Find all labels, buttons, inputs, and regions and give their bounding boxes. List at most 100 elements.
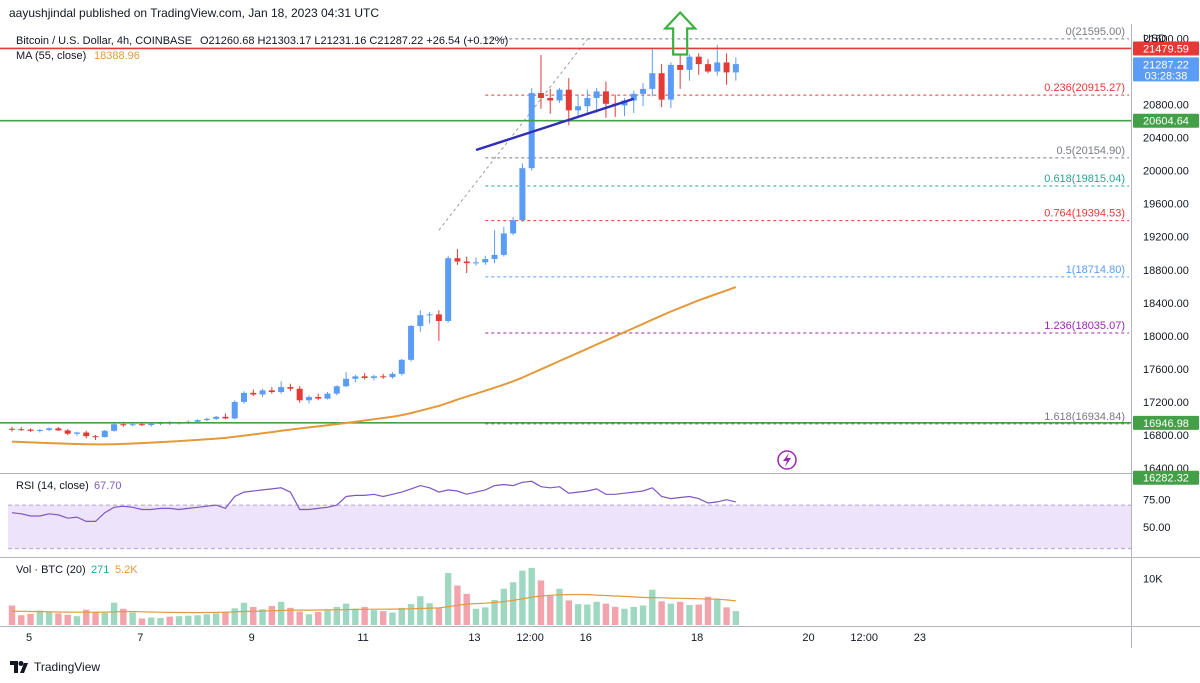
candle-body: [565, 89, 572, 111]
candle-body: [55, 428, 62, 431]
volume-bar: [519, 570, 526, 625]
candle-body: [129, 424, 136, 426]
lightning-icon[interactable]: [777, 450, 797, 470]
volume-bar: [723, 607, 730, 625]
time-tick-label: 9: [249, 632, 255, 644]
candle-body: [36, 430, 43, 432]
volume-bar: [194, 615, 201, 625]
volume-bar: [639, 605, 647, 625]
publisher-line: aayushjindal published on TradingView.co…: [9, 6, 380, 20]
candle-body: [537, 93, 544, 98]
volume-bar: [574, 604, 582, 625]
volume-bar: [621, 608, 628, 625]
candle-body: [46, 428, 53, 431]
volume-bar: [491, 599, 498, 625]
fib-level-label: 0(21595.00): [1066, 26, 1125, 38]
price-badge-label: 21287.22: [1143, 59, 1189, 71]
tradingview-logo-icon: [10, 661, 28, 673]
volume-bar: [185, 615, 192, 625]
candle-body: [640, 88, 647, 94]
volume-bar: [676, 601, 684, 625]
candle-body: [677, 64, 684, 70]
volume-bar: [370, 610, 378, 625]
candle-body: [222, 416, 229, 419]
price-tick-label: 20400.00: [1143, 133, 1189, 145]
time-tick-label: 20: [802, 632, 814, 644]
volume-bar: [231, 608, 238, 625]
volume-bar: [55, 613, 62, 625]
price-badge: [1133, 57, 1199, 82]
fib-level-label: 1.618(16934.84): [1044, 411, 1125, 423]
candle-body: [630, 93, 637, 101]
volume-bar: [120, 608, 127, 625]
candle-body: [278, 387, 285, 393]
candle-body: [482, 259, 489, 263]
breakout-arrow: [662, 10, 698, 56]
fib-level-label: 0.5(20154.90): [1057, 145, 1126, 157]
volume-ma-line: [11, 593, 736, 614]
ascending-trendline: [475, 97, 635, 152]
candle-body: [370, 376, 377, 378]
volume-bar: [305, 614, 313, 625]
price-tick-label: 18000.00: [1143, 331, 1189, 343]
fib-level-label: 0.236(20915.27): [1044, 82, 1125, 94]
ma-55-line: [11, 286, 737, 446]
candle-body: [343, 378, 350, 387]
volume-bar: [8, 605, 16, 625]
volume-bar: [658, 601, 665, 625]
volume-bar: [380, 611, 387, 625]
price-badge-label: 16282.32: [1143, 473, 1189, 485]
volume-bar: [45, 612, 53, 625]
volume-bar: [472, 608, 480, 625]
candle-body: [250, 392, 257, 395]
price-tick-label: 18400.00: [1143, 298, 1189, 310]
candle-body: [101, 430, 108, 438]
ma-value: 18388.96: [94, 50, 140, 62]
candle-body: [213, 416, 220, 419]
candle-body: [519, 168, 526, 221]
candle-body: [593, 91, 600, 98]
fib-level-label: 0.618(19815.04): [1044, 173, 1125, 185]
candle-body: [454, 258, 461, 262]
price-tick-label: 20800.00: [1143, 100, 1189, 112]
candle-body: [426, 314, 433, 316]
candle-body: [324, 393, 331, 399]
candle-body: [667, 64, 674, 100]
volume-bar: [157, 618, 164, 625]
candle-body: [380, 376, 387, 378]
tradingview-wordmark: TradingView: [34, 660, 101, 674]
price-tick-label: 18800.00: [1143, 265, 1189, 277]
candle-body: [268, 390, 275, 393]
volume-bar: [296, 611, 303, 625]
rsi-band: [8, 505, 1131, 549]
volume-bar: [417, 596, 424, 625]
price-badge: [1133, 470, 1199, 485]
candle-body: [695, 56, 702, 65]
time-tick-label: 7: [137, 632, 143, 644]
vol-value: 271: [91, 564, 109, 576]
candle-body: [287, 387, 294, 389]
volume-bar: [435, 608, 443, 625]
rsi-value: 67.70: [94, 480, 122, 492]
volume-bar: [333, 606, 340, 625]
candle-body: [27, 429, 34, 431]
time-tick-label: 13: [468, 632, 480, 644]
price-badge-label: 21479.59: [1143, 43, 1189, 55]
candle-body: [714, 62, 721, 72]
candles: [9, 45, 739, 440]
volume-bar: [602, 603, 610, 625]
time-tick-label: 5: [26, 632, 32, 644]
volume-tick-label: 10K: [1143, 574, 1163, 586]
volume-bar: [166, 616, 173, 625]
candle-body: [296, 388, 303, 401]
price-badge-label: 16946.98: [1143, 418, 1189, 430]
tradingview-watermark[interactable]: TradingView: [10, 658, 100, 676]
volume-bar: [444, 573, 452, 625]
fib-level-label: 1(18714.80): [1066, 264, 1125, 276]
candle-body: [575, 106, 582, 111]
volume-bar: [704, 596, 712, 625]
volume-bar: [547, 595, 554, 625]
volume-bars: [8, 567, 740, 625]
volume-bar: [686, 605, 693, 625]
